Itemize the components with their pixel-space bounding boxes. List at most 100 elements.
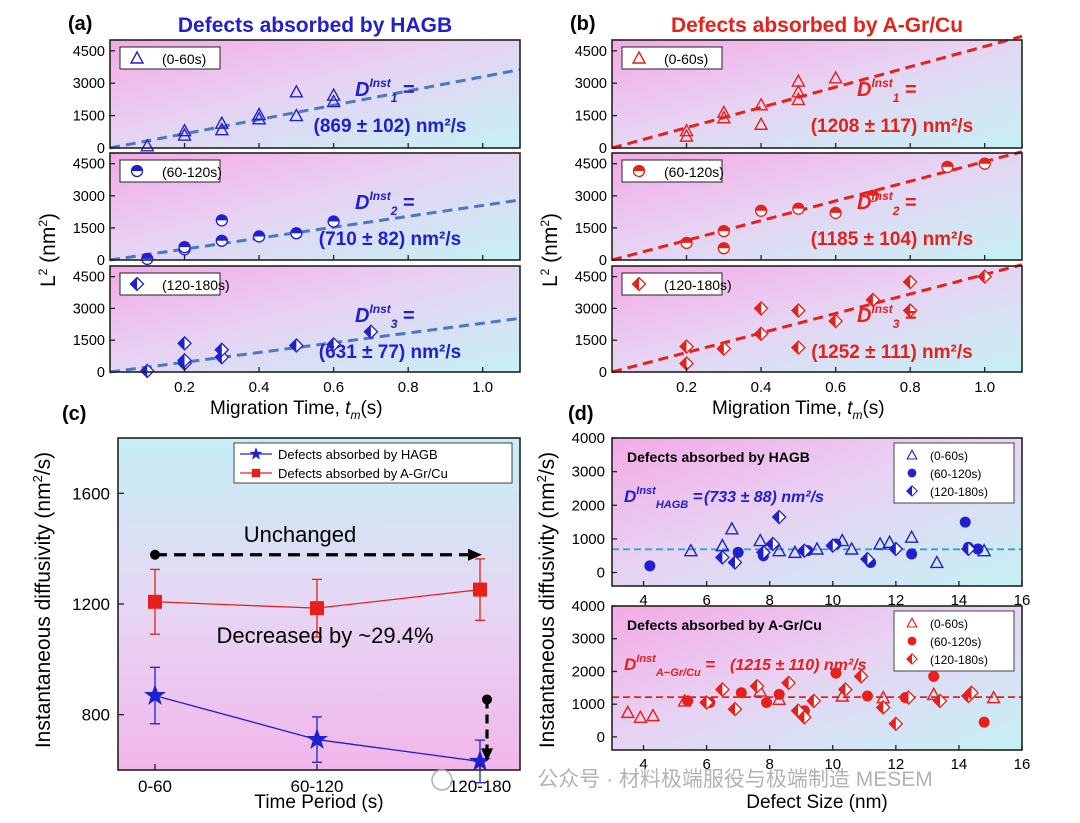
y-tick-label: 1500: [73, 109, 105, 125]
x-tick-label: 12: [888, 756, 905, 773]
x-tick-label: 10: [824, 592, 841, 609]
circle-fill: [681, 237, 693, 243]
square-marker: [148, 594, 162, 609]
data-point: [872, 536, 888, 550]
data-point: [326, 94, 341, 108]
y-tick-label: 3000: [575, 189, 607, 205]
data-point: [825, 538, 841, 554]
data-point: [327, 215, 340, 228]
data-point: [683, 543, 699, 557]
data-point: [177, 127, 192, 141]
y-tick-label: 1000: [572, 696, 605, 713]
y-tick-label: 0: [599, 253, 607, 269]
data-point: [252, 230, 266, 243]
data-point: [251, 111, 267, 125]
y-tick-label: 0: [97, 141, 105, 157]
diamond-fill: [364, 325, 371, 339]
diamond-fill: [826, 539, 833, 553]
data-point: [882, 534, 897, 548]
x-tick-label: 120-180: [449, 777, 511, 796]
x-tick-label: 1.0: [974, 379, 995, 396]
circle-fill: [216, 214, 228, 221]
diamond-fill: [961, 542, 969, 556]
x-tick-label: 0.2: [174, 379, 195, 396]
triangle-marker: [177, 127, 192, 141]
data-point: [251, 107, 267, 121]
data-point: [844, 541, 859, 555]
diamond-fill: [130, 277, 137, 291]
legend-label: Defects absorbed by HAGB: [278, 447, 438, 462]
data-point: [978, 716, 990, 728]
diamond-fill: [756, 545, 764, 559]
y-tick-label: 3000: [572, 631, 605, 648]
triangle-marker: [771, 543, 787, 557]
text-part: /s): [536, 452, 559, 475]
data-point: [902, 274, 918, 290]
y-tick-label: 1500: [73, 333, 105, 349]
text-part: 2: [534, 475, 549, 482]
triangle-marker: [251, 111, 267, 125]
data-point: [717, 224, 730, 238]
data-point: [215, 234, 228, 247]
circle-marker: [959, 516, 971, 528]
triangle-marker: [214, 122, 229, 136]
data-point: [860, 551, 875, 567]
diamond-fill: [178, 353, 185, 367]
legend-marker: [907, 468, 917, 478]
y-tick-label: 1500: [575, 333, 607, 349]
text-part: D: [857, 305, 871, 327]
text-part: 2: [538, 268, 552, 275]
data-point: [926, 686, 941, 701]
y-tick-label: 4500: [575, 270, 607, 286]
diamond-fill: [140, 364, 148, 378]
circle-fill: [328, 215, 340, 222]
diamond-fill: [933, 694, 940, 708]
legend-box: [119, 272, 221, 296]
circle-marker: [830, 667, 842, 679]
panel-label: (b): [570, 13, 596, 35]
formula-symbol: DInst HAGB =: [624, 485, 703, 511]
legend-label: (0-60s): [930, 449, 968, 463]
square-marker: [251, 468, 261, 478]
triangle-marker: [631, 50, 647, 64]
data-point: [791, 91, 806, 106]
data-point: [964, 685, 979, 701]
triangle-marker: [214, 115, 229, 129]
x-tick-label: 0.6: [825, 379, 846, 396]
legend-marker: [906, 617, 918, 628]
text-part: D: [624, 487, 636, 506]
legend-label: (120-180s): [162, 277, 230, 293]
text-part: Inst: [636, 485, 657, 497]
data-point: [875, 700, 891, 715]
triangle-marker: [326, 94, 341, 108]
diamond-fill: [965, 686, 972, 700]
diamond-fill: [791, 341, 799, 355]
text-part: Inst: [369, 189, 391, 203]
y-tick-label: 3000: [73, 301, 105, 317]
data-point: [326, 87, 341, 101]
text-part: 3: [391, 317, 398, 331]
plot-frame: [611, 605, 1023, 751]
circle-fill: [216, 235, 228, 241]
circle-marker: [773, 688, 785, 700]
legend-marker: [906, 653, 918, 665]
panel-label: (c): [62, 403, 86, 425]
y-tick-label: 3000: [575, 76, 607, 92]
y-tick-label: 1500: [575, 109, 607, 125]
text-part: 2: [892, 204, 900, 218]
triangle-marker: [753, 533, 768, 547]
data-point: [761, 697, 773, 709]
text-part: 2: [538, 220, 552, 227]
circle-marker: [644, 560, 656, 572]
diamond-fill: [797, 544, 805, 558]
triangle-marker: [809, 541, 825, 555]
data-point: [724, 521, 740, 535]
diamond-fill: [876, 700, 884, 714]
legend-box: [621, 159, 723, 183]
y-tick-label: 2000: [572, 663, 605, 680]
y-tick-label: 1200: [72, 595, 110, 614]
x-tick-label: 0.6: [323, 379, 344, 396]
text-part: D: [355, 192, 369, 214]
x-axis-label: Migration Time, tm(s): [712, 398, 885, 422]
data-point: [906, 548, 918, 560]
